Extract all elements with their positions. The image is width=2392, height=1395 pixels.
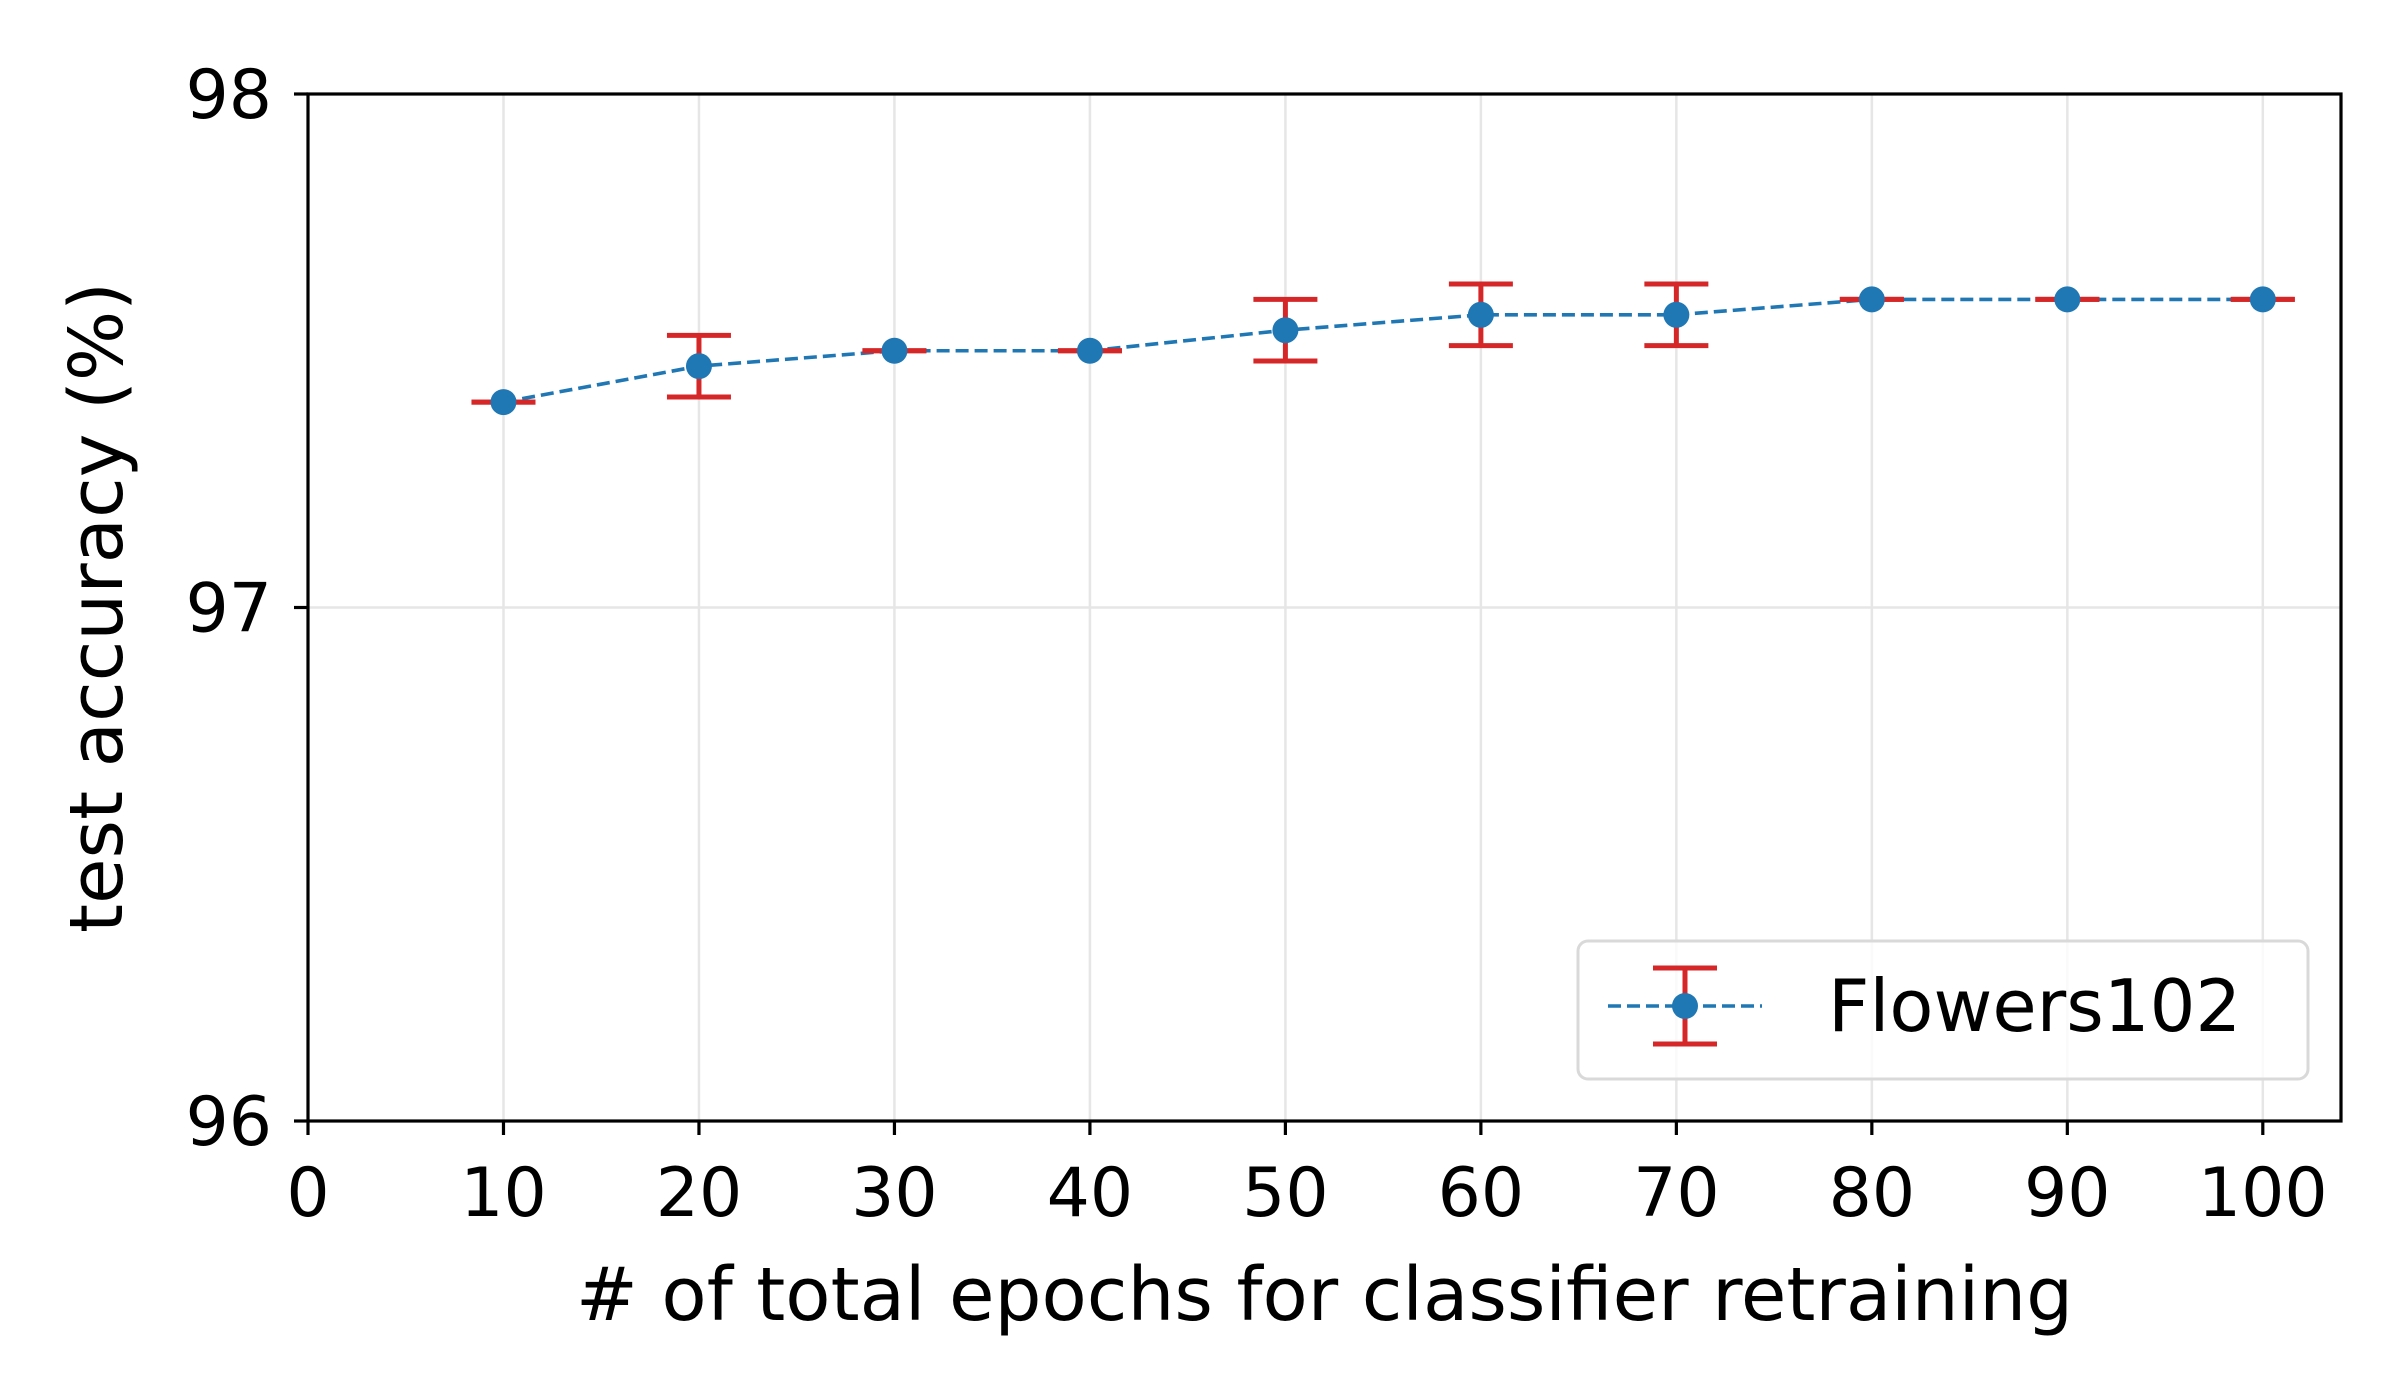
data-point: [490, 389, 517, 416]
data-point: [685, 353, 712, 380]
x-tick-label: 0: [286, 1154, 329, 1233]
series-flowers102: [471, 281, 2295, 416]
data-point: [1272, 317, 1299, 344]
data-point: [2249, 286, 2276, 313]
y-tick-label: 96: [185, 1083, 272, 1162]
series-line: [503, 297, 2263, 404]
y-tick-label: 98: [185, 56, 272, 135]
x-tick-label: 80: [1829, 1154, 1916, 1233]
legend: Flowers102: [1576, 939, 2310, 1081]
x-axis-title: # of total epochs for classifier retrain…: [576, 1252, 2073, 1338]
y-tick-label: 97: [185, 570, 272, 649]
x-tick-label: 30: [851, 1154, 938, 1233]
legend-label: Flowers102: [1828, 964, 2241, 1048]
y-axis-title: test accuracy (%): [54, 282, 140, 933]
data-point: [2054, 286, 2081, 313]
axis-ticks: 0 10 20 30 40 50 60 70 80 90 100 96 97 98: [185, 56, 2327, 1233]
x-tick-label: 10: [460, 1154, 547, 1233]
legend-box: [1576, 939, 2310, 1081]
x-tick-label: 100: [2198, 1154, 2328, 1233]
data-point: [1858, 286, 1885, 313]
data-point: [1076, 337, 1103, 364]
x-tick-label: 50: [1242, 1154, 1329, 1233]
x-tick-label: 40: [1047, 1154, 1134, 1233]
legend-marker: [1672, 993, 1698, 1019]
x-tick-label: 70: [1633, 1154, 1720, 1233]
data-point: [1663, 301, 1690, 328]
x-tick-label: 60: [1438, 1154, 1525, 1233]
data-point: [881, 337, 908, 364]
x-tick-label: 20: [656, 1154, 743, 1233]
legend-handle: [1608, 965, 1762, 1047]
x-tick-label: 90: [2024, 1154, 2111, 1233]
data-point: [1467, 301, 1494, 328]
